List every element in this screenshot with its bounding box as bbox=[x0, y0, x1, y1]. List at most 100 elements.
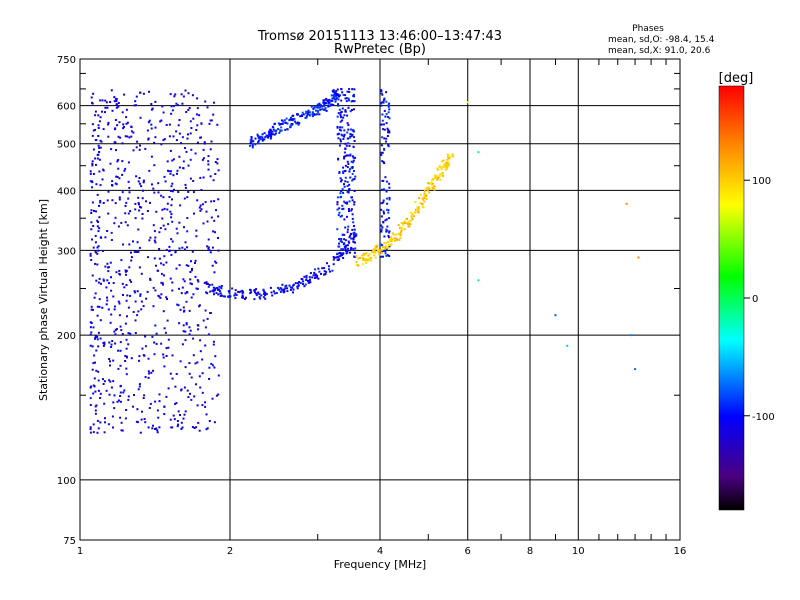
data-point bbox=[163, 405, 166, 408]
data-point bbox=[241, 295, 244, 298]
data-point bbox=[382, 101, 385, 104]
data-point bbox=[347, 106, 350, 109]
data-point bbox=[175, 402, 178, 405]
data-point bbox=[185, 264, 188, 267]
data-point bbox=[115, 100, 118, 102]
data-point bbox=[446, 153, 449, 156]
data-point bbox=[337, 252, 340, 255]
data-point bbox=[311, 115, 314, 118]
data-point bbox=[94, 114, 97, 117]
data-point bbox=[316, 276, 319, 279]
data-point bbox=[336, 203, 339, 206]
data-point bbox=[186, 137, 189, 140]
data-point bbox=[117, 102, 120, 104]
data-point bbox=[284, 287, 287, 290]
data-point bbox=[182, 167, 185, 170]
data-point bbox=[189, 329, 192, 332]
data-point bbox=[103, 402, 106, 405]
data-point bbox=[125, 338, 128, 341]
data-point bbox=[264, 294, 267, 297]
x-tick-label: 4 bbox=[377, 546, 383, 557]
data-point bbox=[165, 248, 168, 251]
data-point bbox=[134, 291, 137, 294]
data-point bbox=[107, 212, 110, 215]
data-point bbox=[178, 247, 181, 250]
data-point bbox=[132, 149, 135, 152]
data-point bbox=[132, 131, 135, 134]
data-point bbox=[102, 342, 105, 345]
data-point bbox=[344, 202, 347, 204]
data-point bbox=[381, 136, 384, 139]
data-point bbox=[108, 341, 111, 344]
stats-line-x: mean, sd,X: 91.0, 20.6 bbox=[608, 46, 711, 56]
data-point bbox=[124, 221, 127, 224]
data-point bbox=[142, 305, 145, 308]
data-point bbox=[202, 148, 205, 151]
data-point bbox=[388, 230, 391, 233]
data-point bbox=[206, 292, 209, 295]
data-point bbox=[195, 383, 197, 386]
data-point bbox=[162, 353, 165, 356]
data-point bbox=[192, 180, 195, 182]
data-point bbox=[386, 225, 389, 228]
data-point bbox=[124, 269, 127, 272]
data-point bbox=[132, 405, 134, 408]
data-point bbox=[304, 283, 307, 286]
data-point bbox=[103, 431, 106, 434]
data-point bbox=[346, 251, 349, 254]
data-point bbox=[156, 409, 159, 412]
data-point bbox=[271, 133, 274, 136]
data-point bbox=[441, 174, 444, 177]
data-point bbox=[433, 185, 436, 188]
data-point bbox=[217, 215, 220, 218]
data-point bbox=[97, 389, 100, 392]
data-point bbox=[129, 210, 132, 213]
data-point bbox=[370, 259, 373, 262]
data-point bbox=[98, 277, 101, 280]
data-point bbox=[118, 198, 121, 201]
data-point bbox=[376, 244, 379, 247]
data-point bbox=[207, 168, 210, 171]
data-point bbox=[341, 119, 344, 122]
data-point bbox=[199, 136, 202, 139]
data-point bbox=[298, 122, 301, 124]
data-point bbox=[385, 91, 388, 94]
data-point bbox=[346, 122, 349, 125]
data-point bbox=[199, 204, 202, 207]
data-point bbox=[441, 172, 444, 175]
data-point bbox=[296, 285, 299, 288]
data-point bbox=[217, 198, 220, 201]
data-point bbox=[135, 420, 138, 423]
data-point bbox=[383, 162, 386, 165]
data-point bbox=[384, 252, 387, 255]
data-point bbox=[372, 254, 375, 257]
data-point bbox=[398, 238, 401, 241]
data-point bbox=[423, 192, 426, 195]
data-point bbox=[93, 377, 96, 380]
data-point bbox=[261, 138, 264, 141]
data-point bbox=[180, 389, 183, 392]
data-point bbox=[92, 326, 95, 329]
data-point bbox=[144, 376, 147, 378]
data-point bbox=[114, 342, 117, 345]
data-point bbox=[124, 205, 127, 207]
data-point bbox=[142, 189, 144, 192]
data-point bbox=[114, 216, 117, 219]
data-point bbox=[169, 172, 172, 175]
data-point bbox=[283, 119, 286, 122]
y-tick-label: 100 bbox=[57, 476, 76, 487]
data-point bbox=[124, 417, 127, 420]
data-point bbox=[154, 324, 157, 327]
data-point bbox=[381, 188, 383, 191]
data-point bbox=[127, 306, 130, 309]
data-point bbox=[176, 169, 179, 172]
data-point bbox=[406, 223, 409, 225]
data-point bbox=[147, 357, 150, 360]
data-point bbox=[446, 160, 449, 163]
data-point bbox=[339, 120, 342, 123]
data-point bbox=[140, 206, 143, 209]
data-point bbox=[92, 384, 95, 387]
data-point bbox=[335, 96, 338, 98]
data-point bbox=[187, 92, 190, 95]
data-point bbox=[168, 135, 171, 138]
